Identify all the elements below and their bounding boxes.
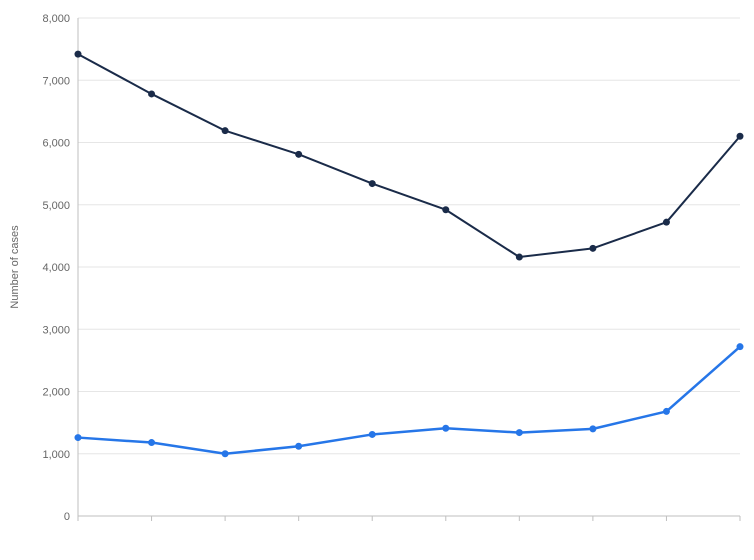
series-marker-series-b bbox=[75, 434, 82, 441]
series-marker-series-b bbox=[663, 408, 670, 415]
series-marker-series-b bbox=[442, 425, 449, 432]
line-chart: 0 1,000 2,000 3,000 4,000 5,000 6,000 7,000 8,00… bbox=[0, 0, 754, 560]
y-tick-label: 4,000 bbox=[42, 262, 70, 274]
series-marker-series-a bbox=[295, 151, 302, 158]
series-marker-series-b bbox=[737, 343, 744, 350]
y-tick-label: 1,000 bbox=[42, 449, 70, 461]
series-marker-series-a bbox=[369, 180, 376, 187]
series-marker-series-b bbox=[589, 425, 596, 432]
series-marker-series-b bbox=[516, 429, 523, 436]
y-tick-label: 7,000 bbox=[42, 75, 70, 87]
y-tick-label: 3,000 bbox=[42, 324, 70, 336]
series-marker-series-a bbox=[75, 51, 82, 58]
y-tick-label: 5,000 bbox=[42, 200, 70, 212]
y-tick-label: 6,000 bbox=[42, 138, 70, 150]
series-marker-series-a bbox=[222, 127, 229, 134]
series-marker-series-b bbox=[295, 443, 302, 450]
y-tick-label: 2,000 bbox=[42, 387, 70, 399]
chart-svg: 0 1,000 2,000 3,000 4,000 5,000 6,000 7,000 8,00… bbox=[0, 0, 754, 560]
y-tick-label: 8,000 bbox=[42, 13, 70, 25]
series-marker-series-a bbox=[663, 219, 670, 226]
series-marker-series-b bbox=[148, 439, 155, 446]
series-marker-series-a bbox=[589, 245, 596, 252]
series-marker-series-a bbox=[148, 90, 155, 97]
series-marker-series-a bbox=[442, 206, 449, 213]
series-marker-series-b bbox=[222, 450, 229, 457]
y-axis-label: Number of cases bbox=[9, 225, 21, 309]
series-marker-series-a bbox=[516, 254, 523, 261]
series-marker-series-b bbox=[369, 431, 376, 438]
y-tick-label: 0 bbox=[64, 511, 70, 523]
series-marker-series-a bbox=[737, 133, 744, 140]
